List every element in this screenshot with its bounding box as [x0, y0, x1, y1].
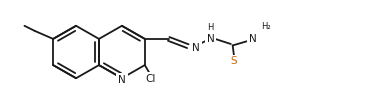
Text: H₂: H₂: [261, 22, 270, 31]
Text: Cl: Cl: [145, 74, 155, 84]
Text: S: S: [231, 56, 238, 66]
Text: H: H: [207, 23, 214, 32]
Text: N: N: [207, 34, 214, 44]
Text: N: N: [118, 75, 126, 85]
Text: N: N: [249, 34, 257, 44]
Text: N: N: [192, 43, 200, 53]
